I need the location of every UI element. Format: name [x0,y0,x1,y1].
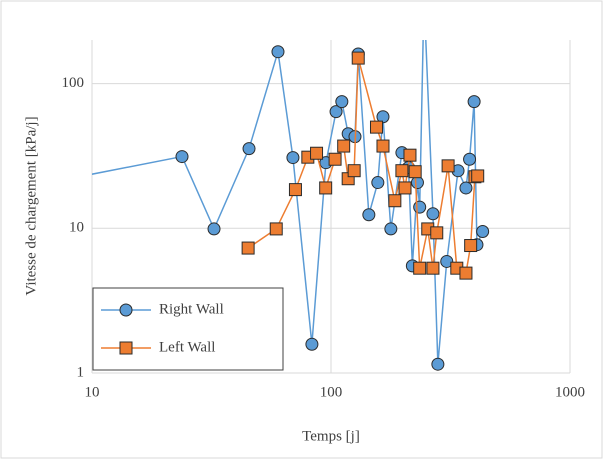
marker [286,151,300,165]
marker [467,95,481,109]
marker [413,261,427,275]
plot-area [92,40,490,371]
marker [395,164,409,178]
marker [329,105,343,119]
marker [369,120,383,134]
marker [310,146,324,160]
marker [476,225,490,239]
marker [288,183,302,197]
marker [426,261,440,275]
marker [271,45,285,59]
y-tick-label: 1 [77,364,85,380]
legend-label: Left Wall [159,339,215,355]
marker [328,152,342,166]
x-tick-label: 10 [85,384,100,400]
marker [347,164,361,178]
marker [319,181,333,195]
marker [242,142,256,156]
marker [351,51,365,65]
marker [337,139,351,153]
marker [175,150,189,164]
marker [431,357,445,371]
marker [269,222,283,236]
marker [440,254,454,268]
marker [241,241,255,255]
marker [430,226,444,240]
marker [207,222,221,236]
legend-marker [119,341,133,355]
marker [471,169,485,183]
x-tick-label: 100 [320,384,343,400]
y-tick-label: 10 [69,220,84,236]
marker [376,139,390,153]
x-tick-label: 1000 [555,384,585,400]
legend-box [92,287,284,371]
legend-marker [119,303,133,317]
marker [388,194,402,208]
x-axis-label: Temps [j] [302,428,360,444]
legend-label: Right Wall [159,301,224,317]
y-tick-label: 100 [62,75,85,91]
marker [410,176,424,190]
marker [464,239,478,253]
y-axis-label: Vitesse de chargement [kPa/j] [23,116,39,295]
marker [463,152,477,166]
marker [384,222,398,236]
marker [426,207,440,221]
marker [441,159,455,173]
marker [371,176,385,190]
marker [305,337,319,351]
marker [335,95,349,109]
marker [408,165,422,179]
marker [362,208,376,222]
series-line [247,57,478,275]
marker [459,181,473,195]
marker [413,200,427,214]
marker [459,266,473,280]
marker [398,181,412,195]
marker [403,148,417,162]
